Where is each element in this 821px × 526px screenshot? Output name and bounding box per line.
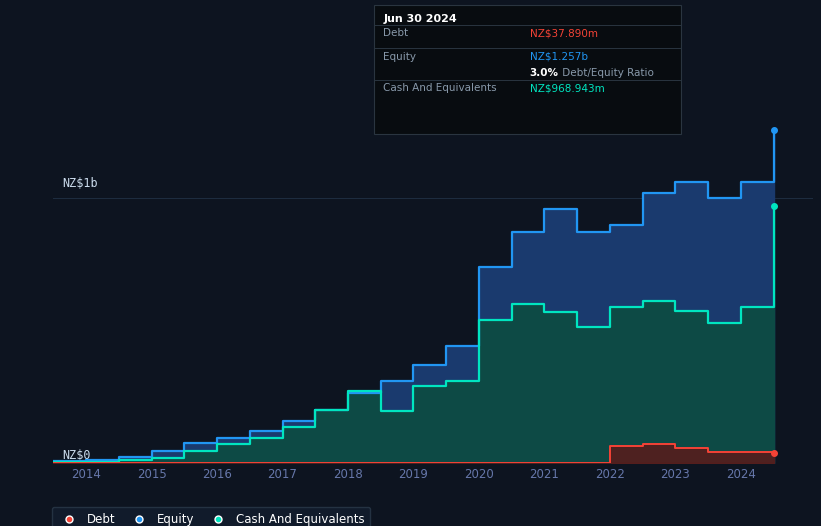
- Text: NZ$968.943m: NZ$968.943m: [530, 83, 604, 93]
- Text: Cash And Equivalents: Cash And Equivalents: [383, 83, 497, 93]
- Text: Equity: Equity: [383, 52, 416, 62]
- Text: NZ$1b: NZ$1b: [62, 177, 98, 190]
- Text: 3.0%: 3.0%: [530, 68, 558, 78]
- Text: Debt/Equity Ratio: Debt/Equity Ratio: [559, 68, 654, 78]
- Legend: Debt, Equity, Cash And Equivalents: Debt, Equity, Cash And Equivalents: [52, 507, 370, 526]
- Text: NZ$1.257b: NZ$1.257b: [530, 52, 588, 62]
- Text: Debt: Debt: [383, 28, 409, 38]
- Text: NZ$37.890m: NZ$37.890m: [530, 28, 598, 38]
- Text: NZ$0: NZ$0: [62, 450, 91, 462]
- Text: Jun 30 2024: Jun 30 2024: [383, 14, 457, 24]
